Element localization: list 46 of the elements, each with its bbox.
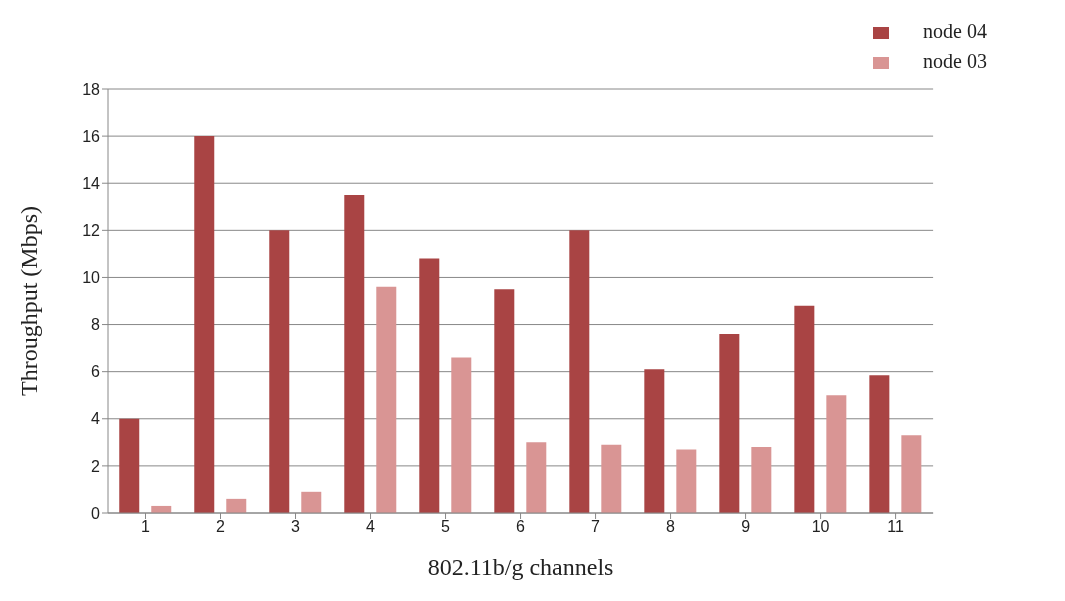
y-tick-label: 2	[91, 457, 101, 475]
legend-label: node 03	[923, 50, 987, 72]
bar	[269, 230, 290, 513]
bar	[601, 444, 622, 513]
x-tick-label: 4	[366, 518, 376, 536]
x-tick-label: 10	[811, 518, 830, 536]
bar	[119, 418, 140, 513]
bar	[226, 498, 247, 513]
y-axis-title: Throughput (Mbps)	[15, 206, 42, 396]
y-tick-label: 6	[91, 363, 101, 381]
y-tick-label: 8	[91, 316, 101, 334]
y-tick-label: 14	[82, 174, 101, 192]
x-tick-label: 7	[591, 518, 601, 536]
y-tick-label: 16	[82, 127, 101, 145]
bar	[901, 435, 922, 513]
bar	[569, 230, 590, 513]
x-tick-label: 6	[516, 518, 526, 536]
x-tick-label: 9	[741, 518, 751, 536]
bar	[751, 447, 772, 513]
x-tick-label: 2	[216, 518, 226, 536]
x-axis-title: 802.11b/g channels	[427, 554, 614, 580]
bar	[644, 369, 665, 513]
bar	[194, 136, 215, 513]
y-tick-label: 4	[91, 410, 101, 428]
bar	[344, 195, 365, 513]
bar	[451, 357, 472, 513]
bar	[869, 375, 890, 513]
legend-label: node 04	[923, 20, 987, 42]
bar	[794, 305, 815, 513]
bar	[526, 442, 547, 513]
y-tick-label: 0	[91, 504, 101, 522]
bar	[301, 491, 322, 513]
y-tick-label: 12	[82, 222, 101, 240]
y-tick-label: 18	[82, 80, 101, 98]
y-tick-label: 10	[82, 269, 101, 287]
x-tick-label: 3	[291, 518, 301, 536]
x-tick-label: 8	[666, 518, 676, 536]
bar	[676, 449, 697, 513]
bar	[826, 395, 847, 513]
bar	[419, 258, 440, 513]
bar	[376, 286, 397, 513]
bar	[719, 333, 740, 513]
x-tick-label: 5	[441, 518, 451, 536]
x-tick-label: 1	[141, 518, 151, 536]
x-tick-label: 11	[887, 518, 905, 536]
bar	[494, 289, 515, 513]
